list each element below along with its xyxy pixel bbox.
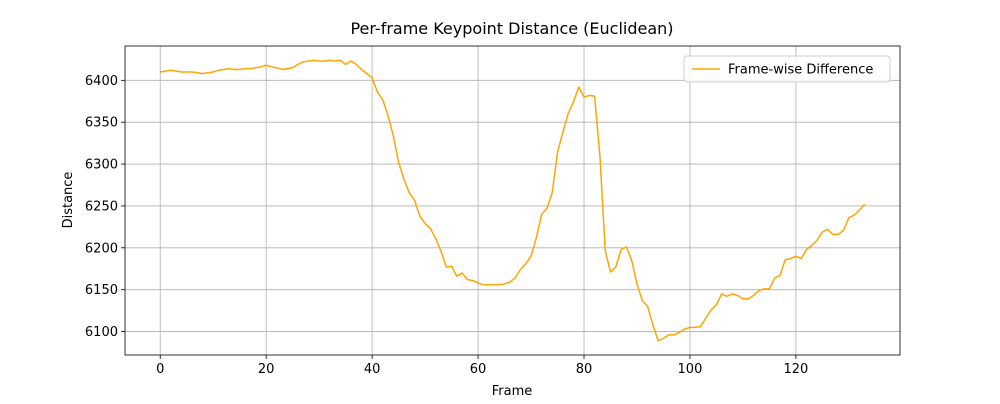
x-tick-label: 100 [678, 362, 703, 377]
x-tick-label: 80 [576, 362, 593, 377]
legend-box [683, 55, 891, 83]
y-axis-label: Distance [61, 172, 76, 229]
x-tick-label: 20 [258, 362, 275, 377]
y-tick-label: 6100 [85, 325, 118, 340]
y-tick-label: 6250 [85, 199, 118, 214]
x-tick-label: 60 [470, 362, 487, 377]
y-tick-label: 6150 [85, 283, 118, 298]
y-tick-label: 6300 [85, 158, 118, 173]
y-tick-label: 6400 [85, 74, 118, 89]
y-tick-label: 6200 [85, 241, 118, 256]
x-tick-label: 40 [364, 362, 381, 377]
plot-frame [124, 45, 901, 356]
y-tick-label: 6350 [85, 116, 118, 131]
x-axis-label: Frame [492, 384, 533, 399]
data-line [160, 59, 866, 342]
x-tick-label: 120 [783, 362, 808, 377]
chart-title: Per-frame Keypoint Distance (Euclidean) [350, 19, 673, 38]
legend-label: Frame-wise Difference [728, 63, 873, 78]
x-tick-label: 0 [156, 362, 164, 377]
